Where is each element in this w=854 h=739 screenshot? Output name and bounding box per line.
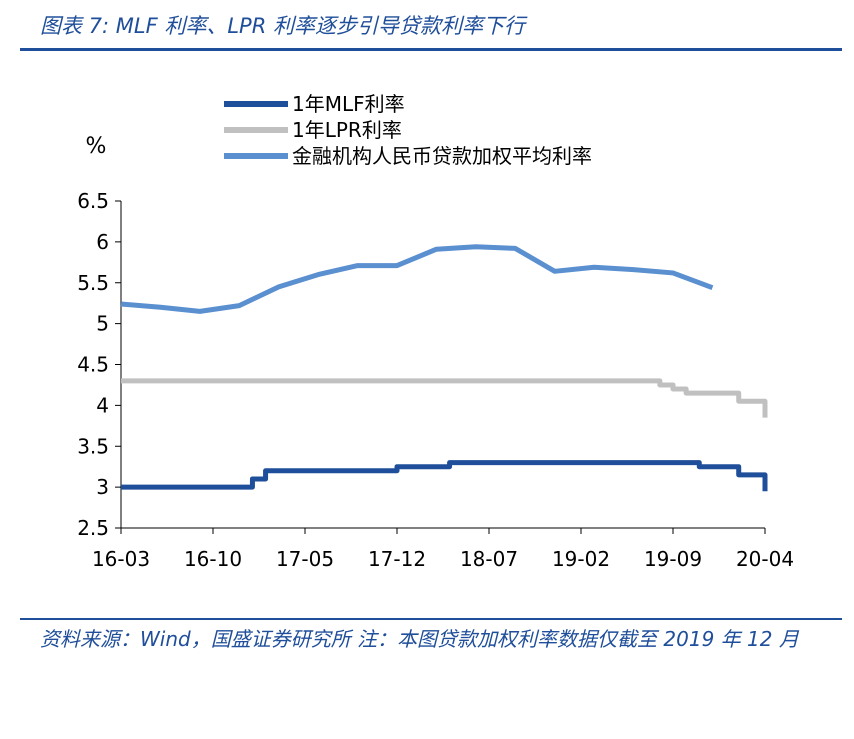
- y-tick-label: 3: [96, 475, 109, 499]
- figure-title: 图表 7: MLF 利率、LPR 利率逐步引导贷款利率下行: [40, 14, 525, 38]
- source-rule: [20, 618, 842, 620]
- y-tick-label: 4: [96, 393, 109, 417]
- legend-label: 金融机构人民币贷款加权平均利率: [292, 144, 592, 168]
- axes: 2.5 3 3.5 4 4.5 5 5.5 6 6.5 16-03 16-10 17-05 17-12 1…: [77, 189, 794, 571]
- x-tick-label: 20-04: [736, 547, 794, 571]
- series-line-2: [120, 244, 714, 314]
- x-tick-label: 16-03: [92, 547, 150, 571]
- y-tick-label: 6: [96, 230, 109, 254]
- source-note: 资料来源：Wind，国盛证券研究所 注：本图贷款加权利率数据仅截至 2019 年…: [40, 627, 799, 651]
- y-unit-label: %: [86, 134, 107, 159]
- y-tick-label: 5.5: [77, 271, 109, 295]
- series-group: [120, 244, 768, 492]
- legend-label: 1年MLF利率: [292, 92, 405, 116]
- y-tick-label: 4.5: [77, 353, 109, 377]
- x-tick-label: 17-12: [368, 547, 426, 571]
- title-rule: [20, 48, 842, 51]
- x-tick-label: 17-05: [276, 547, 334, 571]
- line-chart: % 2.5 3 3.5 4 4.5 5 5.5 6 6.5 16-03 16-10 17-05 17-1…: [77, 92, 794, 571]
- y-tick-label: 3.5: [77, 434, 109, 458]
- y-tick-label: 2.5: [77, 516, 109, 540]
- series-line-0: [121, 460, 768, 492]
- y-tick-label: 5: [96, 312, 109, 336]
- x-tick-label: 16-10: [184, 547, 242, 571]
- x-tick-label: 19-02: [552, 547, 610, 571]
- x-tick-label: 19-09: [644, 547, 702, 571]
- series-line-1: [121, 378, 768, 418]
- legend-label: 1年LPR利率: [292, 118, 402, 142]
- x-tick-label: 18-07: [460, 547, 518, 571]
- y-tick-label: 6.5: [77, 189, 109, 213]
